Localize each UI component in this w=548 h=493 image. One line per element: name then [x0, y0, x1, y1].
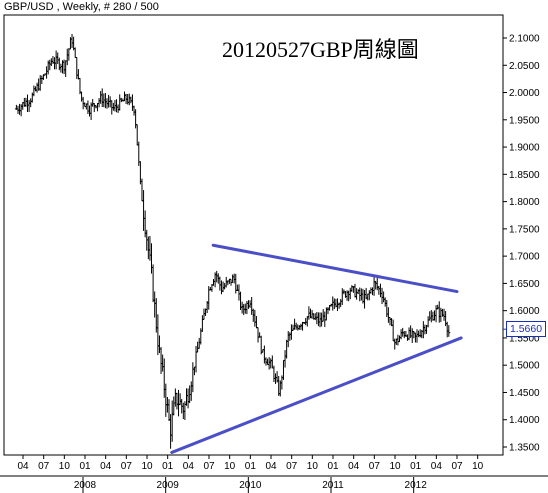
- x-tick-label: 04: [17, 461, 29, 472]
- plot-frame: [3, 14, 504, 456]
- y-tick-label: 1.7500: [509, 224, 540, 235]
- y-tick-label: 1.6500: [509, 279, 540, 290]
- y-tick-label: 1.9500: [509, 115, 540, 126]
- y-tick-label: 2.0500: [509, 61, 540, 72]
- x-tick-label: 01: [327, 461, 339, 472]
- x-tick-label: 07: [369, 461, 381, 472]
- y-tick-label: 1.4500: [509, 388, 540, 399]
- y-tick-label: 1.4000: [509, 415, 540, 426]
- x-tick-label: 07: [121, 461, 133, 472]
- x-tick-label: 10: [59, 461, 71, 472]
- x-tick-label: 01: [410, 461, 422, 472]
- y-tick-label: 1.7000: [509, 252, 540, 263]
- x-tick-label: 04: [183, 461, 195, 472]
- support-trendline: [170, 336, 463, 454]
- x-year-label: 2010: [239, 480, 262, 491]
- x-tick-label: 01: [245, 461, 257, 472]
- x-tick-label: 10: [307, 461, 319, 472]
- x-tick-label: 07: [286, 461, 298, 472]
- x-tick-label: 10: [389, 461, 401, 472]
- x-year-label: 2009: [157, 480, 180, 491]
- x-tick-label: 01: [162, 461, 174, 472]
- x-year-label: 2012: [405, 480, 428, 491]
- x-tick-label: 01: [79, 461, 91, 472]
- y-tick-label: 1.8000: [509, 197, 540, 208]
- resistance-trendline: [211, 243, 459, 294]
- y-tick-label: 1.5000: [509, 361, 540, 372]
- x-tick-label: 07: [203, 461, 215, 472]
- x-year-label: 2008: [74, 480, 97, 491]
- y-tick-label: 1.6000: [509, 306, 540, 317]
- x-tick-label: 04: [100, 461, 112, 472]
- y-tick-label: 2.1000: [509, 34, 540, 45]
- y-tick-label: 1.9000: [509, 143, 540, 154]
- x-tick-label: 10: [472, 461, 484, 472]
- last-price-label: 1.5660: [506, 321, 546, 337]
- x-tick-label: 04: [265, 461, 277, 472]
- symbol-header: GBP/USD , Weekly, # 280 / 500: [4, 1, 159, 13]
- y-tick-label: 2.0000: [509, 88, 540, 99]
- x-tick-label: 04: [431, 461, 443, 472]
- y-tick-label: 1.3500: [509, 443, 540, 454]
- x-year-label: 2011: [322, 480, 344, 491]
- x-tick-label: 10: [224, 461, 236, 472]
- y-tick-label: 1.5500: [509, 333, 540, 344]
- x-tick-label: 07: [38, 461, 50, 472]
- chart-title: 20120527GBP周線圖: [222, 37, 419, 62]
- x-tick-label: 10: [141, 461, 153, 472]
- y-tick-label: 1.8500: [509, 170, 540, 181]
- x-tick-label: 07: [451, 461, 463, 472]
- x-tick-label: 04: [348, 461, 360, 472]
